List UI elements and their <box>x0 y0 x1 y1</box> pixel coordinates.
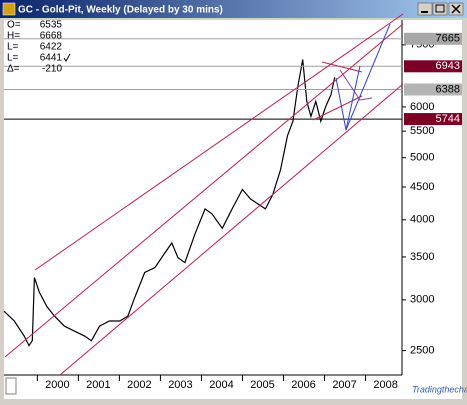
price-marker <box>404 83 462 96</box>
x-tick-label: 2007 <box>332 379 356 391</box>
window-buttons[interactable] <box>417 2 464 16</box>
time-axis <box>4 375 462 399</box>
y-tick-label: 4500 <box>410 181 434 193</box>
watermark: Tradingthecharts.com <box>412 384 467 394</box>
plot-area <box>4 20 402 375</box>
projection-line <box>345 23 391 131</box>
y-tick-label: 3500 <box>410 251 434 263</box>
readout-value: 6668 <box>40 31 63 42</box>
x-tick-label: 2003 <box>168 379 192 391</box>
y-tick-label: 2500 <box>410 344 434 356</box>
readout-label: O= <box>7 20 21 31</box>
x-tick-label: 2004 <box>209 379 233 391</box>
y-tick-label: 3000 <box>410 294 434 306</box>
maximize-glyph <box>435 4 445 13</box>
y-tick-label: 5500 <box>410 125 434 137</box>
x-tick-label: 2008 <box>373 379 397 391</box>
x-tick-label: 2000 <box>45 379 69 391</box>
readout-value: 6441 <box>40 53 63 64</box>
readout-value: 6422 <box>40 42 63 53</box>
price-marker <box>404 32 462 45</box>
title-bar <box>0 0 467 18</box>
readout-label: L= <box>7 42 19 53</box>
readout-label: Δ= <box>7 64 20 75</box>
y-tick-label: 4000 <box>410 214 434 226</box>
check-icon <box>63 53 71 62</box>
readout-value: 6535 <box>40 20 63 31</box>
y-tick-label: 5000 <box>410 152 434 164</box>
app-icon <box>2 2 16 16</box>
price-axis <box>402 20 462 375</box>
price-marker <box>404 113 462 126</box>
scroll-box[interactable] <box>5 377 17 395</box>
price-line <box>3 59 336 347</box>
window-border <box>0 399 467 405</box>
readout-label: L= <box>7 53 19 64</box>
channel-line <box>59 83 404 376</box>
trend-lines <box>4 13 404 376</box>
window-title: GC - Gold-Pit, Weekly (Delayed by 30 min… <box>18 5 223 16</box>
price-marker-label: 6388 <box>436 83 460 95</box>
wedge-line <box>312 95 363 121</box>
x-tick-label: 2001 <box>86 379 110 391</box>
close-glyph <box>451 4 461 14</box>
projection-line <box>339 69 373 101</box>
price-marker-label: 5744 <box>436 113 460 125</box>
price-marker <box>404 60 462 73</box>
price-marker-label: 6943 <box>436 60 460 72</box>
x-tick-label: 2005 <box>250 379 274 391</box>
channel-line <box>34 13 404 271</box>
readout-label: H= <box>7 31 20 42</box>
x-tick-label: 2002 <box>127 379 151 391</box>
x-tick-label: 2006 <box>291 379 315 391</box>
price-marker-label: 7665 <box>436 33 460 45</box>
wedge-line <box>321 61 363 73</box>
plot-layer <box>3 38 402 347</box>
y-tick-label: 6000 <box>410 101 434 113</box>
minimize-button[interactable] <box>417 2 433 16</box>
readout-value: -210 <box>42 64 62 75</box>
